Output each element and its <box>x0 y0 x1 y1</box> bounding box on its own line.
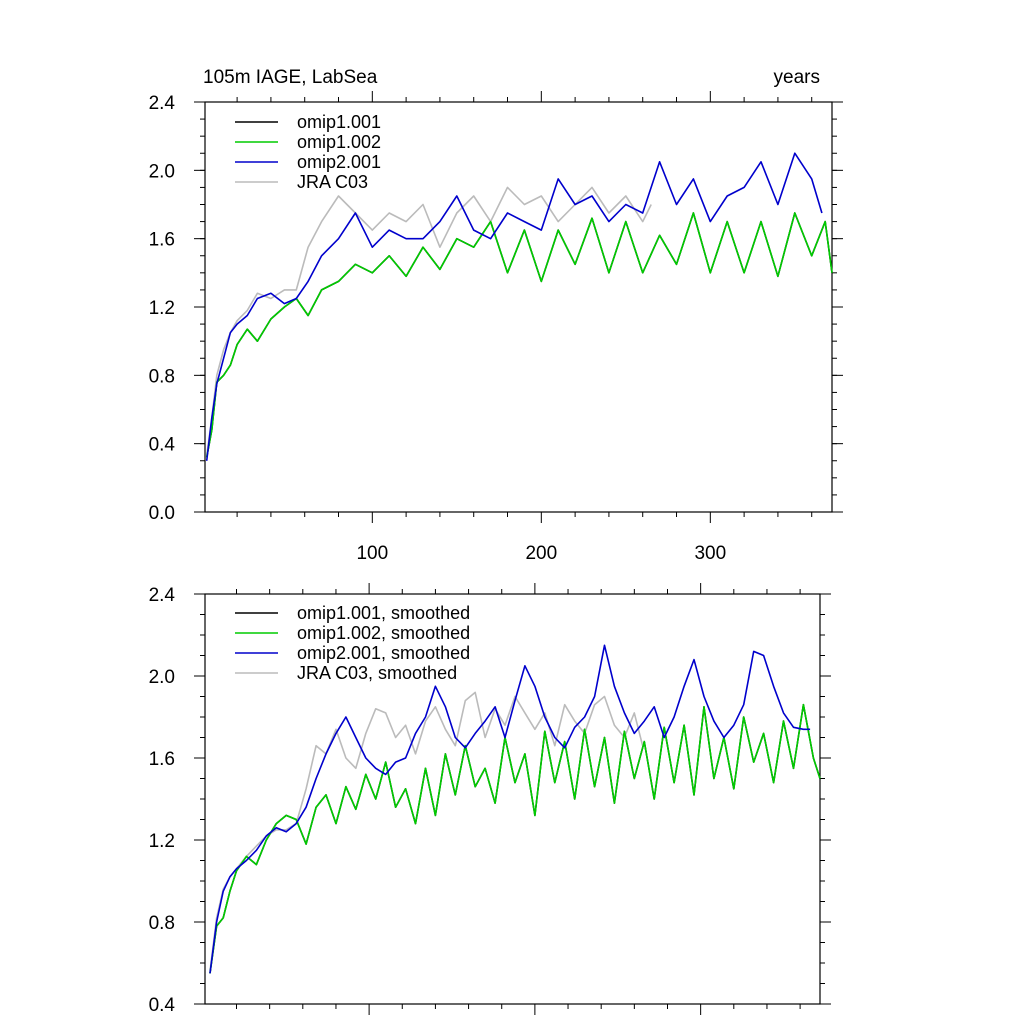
series-line <box>209 703 821 974</box>
legend-label: omip1.002 <box>297 132 381 152</box>
bottom-chart: 0.40.81.21.62.02.4 omip1.001, smoothedom… <box>149 583 831 1016</box>
series-line <box>209 703 821 974</box>
series-line <box>205 212 833 458</box>
y-tick-label: 0.4 <box>149 995 176 1016</box>
legend-label: omip2.001, smoothed <box>297 643 470 663</box>
y-tick-label: 0.4 <box>149 435 176 456</box>
series-line <box>205 152 823 461</box>
series-line <box>205 186 652 456</box>
legend-label: JRA C03 <box>297 172 368 192</box>
top-chart-title: 105m IAGE, LabSea <box>203 67 378 88</box>
y-tick-label: 1.2 <box>149 298 175 319</box>
y-tick-label: 1.6 <box>149 749 175 770</box>
legend-label: omip1.001 <box>297 112 381 132</box>
top-chart-units: years <box>774 67 820 88</box>
series-line <box>209 644 811 974</box>
top-chart-series-lines <box>205 152 833 461</box>
y-tick-label: 2.0 <box>149 161 175 182</box>
x-tick-label: 100 <box>356 543 388 564</box>
legend-label: omip2.001 <box>297 152 381 172</box>
y-tick-label: 1.2 <box>149 831 175 852</box>
bottom-chart-ticks: 0.4 0.8 1.2 1.6 2.0 2.4 <box>149 583 831 1016</box>
y-tick-label: 0.0 <box>149 503 175 524</box>
bottom-chart-series-lines <box>209 644 821 974</box>
top-chart-ticks: 0.0 0.4 0.8 1.2 1.6 2.0 2.4 100 200 300 <box>149 91 843 564</box>
y-tick-label: 2.0 <box>149 667 175 688</box>
legend-label: JRA C03, smoothed <box>297 663 457 683</box>
x-tick-label: 300 <box>694 543 726 564</box>
y-tick-label: 2.4 <box>149 93 176 114</box>
legend-label: omip1.001, smoothed <box>297 603 470 623</box>
y-tick-label: 1.6 <box>149 230 175 251</box>
x-tick-label: 200 <box>525 543 557 564</box>
series-line <box>209 691 644 972</box>
y-tick-label: 0.8 <box>149 913 175 934</box>
series-line <box>205 212 833 458</box>
y-tick-label: 0.8 <box>149 366 175 387</box>
top-chart: 105m IAGE, LabSea years 0.0 0.4 0.8 1.2 1.6 2… <box>149 67 843 564</box>
y-tick-label: 2.4 <box>149 585 176 606</box>
legend-label: omip1.002, smoothed <box>297 623 470 643</box>
